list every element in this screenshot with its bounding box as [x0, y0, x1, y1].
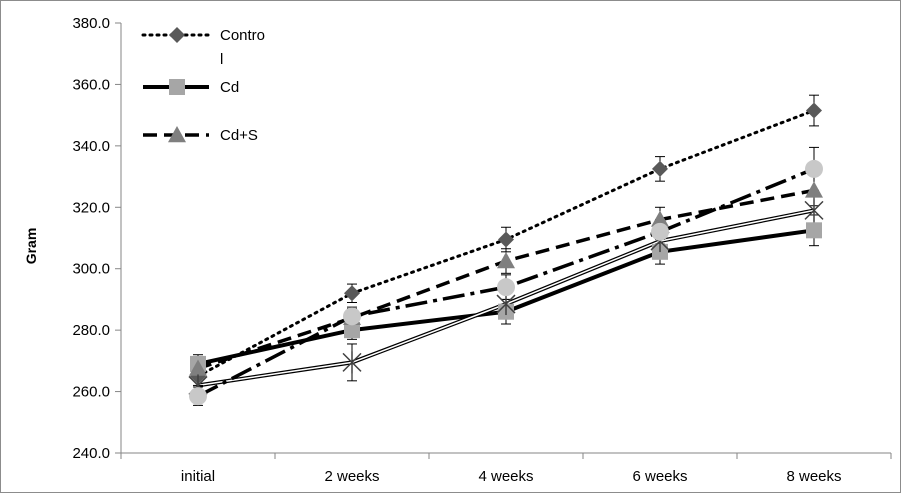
legend-label-line: l: [220, 51, 223, 68]
data-point-4: [189, 387, 207, 406]
axes: [115, 22, 892, 459]
y-axis-title: Gram: [23, 228, 39, 265]
data-point-1: [344, 322, 360, 339]
data-point-1: [806, 222, 822, 239]
y-tick-label: 280.0: [72, 322, 110, 339]
series-markers: [188, 102, 824, 406]
x-tick-label: 6 weeks: [632, 468, 687, 485]
data-point-2: [805, 181, 823, 198]
legend-marker: [169, 27, 185, 43]
data-point-0: [652, 160, 668, 177]
legend-marker: [169, 79, 185, 95]
data-point-4: [497, 278, 515, 297]
y-tick-label: 380.0: [72, 15, 110, 32]
y-tick-label: 340.0: [72, 138, 110, 155]
data-point-0: [498, 231, 514, 248]
legend-marker: [168, 126, 186, 143]
y-tick-label: 360.0: [72, 76, 110, 93]
y-tick-label: 240.0: [72, 445, 110, 462]
legend-label: Contro l: [220, 27, 265, 68]
y-tick-label: 300.0: [72, 261, 110, 278]
x-tick-label: initial: [181, 468, 215, 485]
data-point-2: [189, 359, 207, 376]
x-tick-label: 4 weeks: [478, 468, 533, 485]
error-bars: [193, 94, 819, 406]
legend: Contro l Cd Cd+S: [141, 27, 265, 144]
data-point-2: [497, 252, 515, 269]
legend-label: Cd+S: [220, 127, 258, 144]
legend-label-line: Cd+S: [220, 127, 258, 144]
data-point-3: [342, 351, 362, 374]
x-tick-label: 2 weeks: [324, 468, 379, 485]
y-tick-label: 320.0: [72, 199, 110, 216]
legend-label: Cd: [220, 79, 239, 96]
data-point-4: [343, 307, 361, 326]
tick-labels: 240.0 260.0 280.0 300.0 320.0 340.0 360.0 380.0…: [72, 15, 841, 485]
x-tick-label: 8 weeks: [786, 468, 841, 485]
data-point-3: [804, 199, 824, 222]
series-line-4: [197, 167, 815, 398]
legend-label-line: Cd: [220, 79, 239, 96]
legend-label-line: Contro: [220, 27, 265, 44]
y-tick-label: 260.0: [72, 384, 110, 401]
data-point-3: [496, 293, 516, 316]
data-point-0: [806, 102, 822, 119]
data-point-4: [651, 222, 669, 241]
data-point-4: [805, 159, 823, 178]
data-point-2: [651, 210, 669, 227]
data-point-0: [344, 285, 360, 302]
